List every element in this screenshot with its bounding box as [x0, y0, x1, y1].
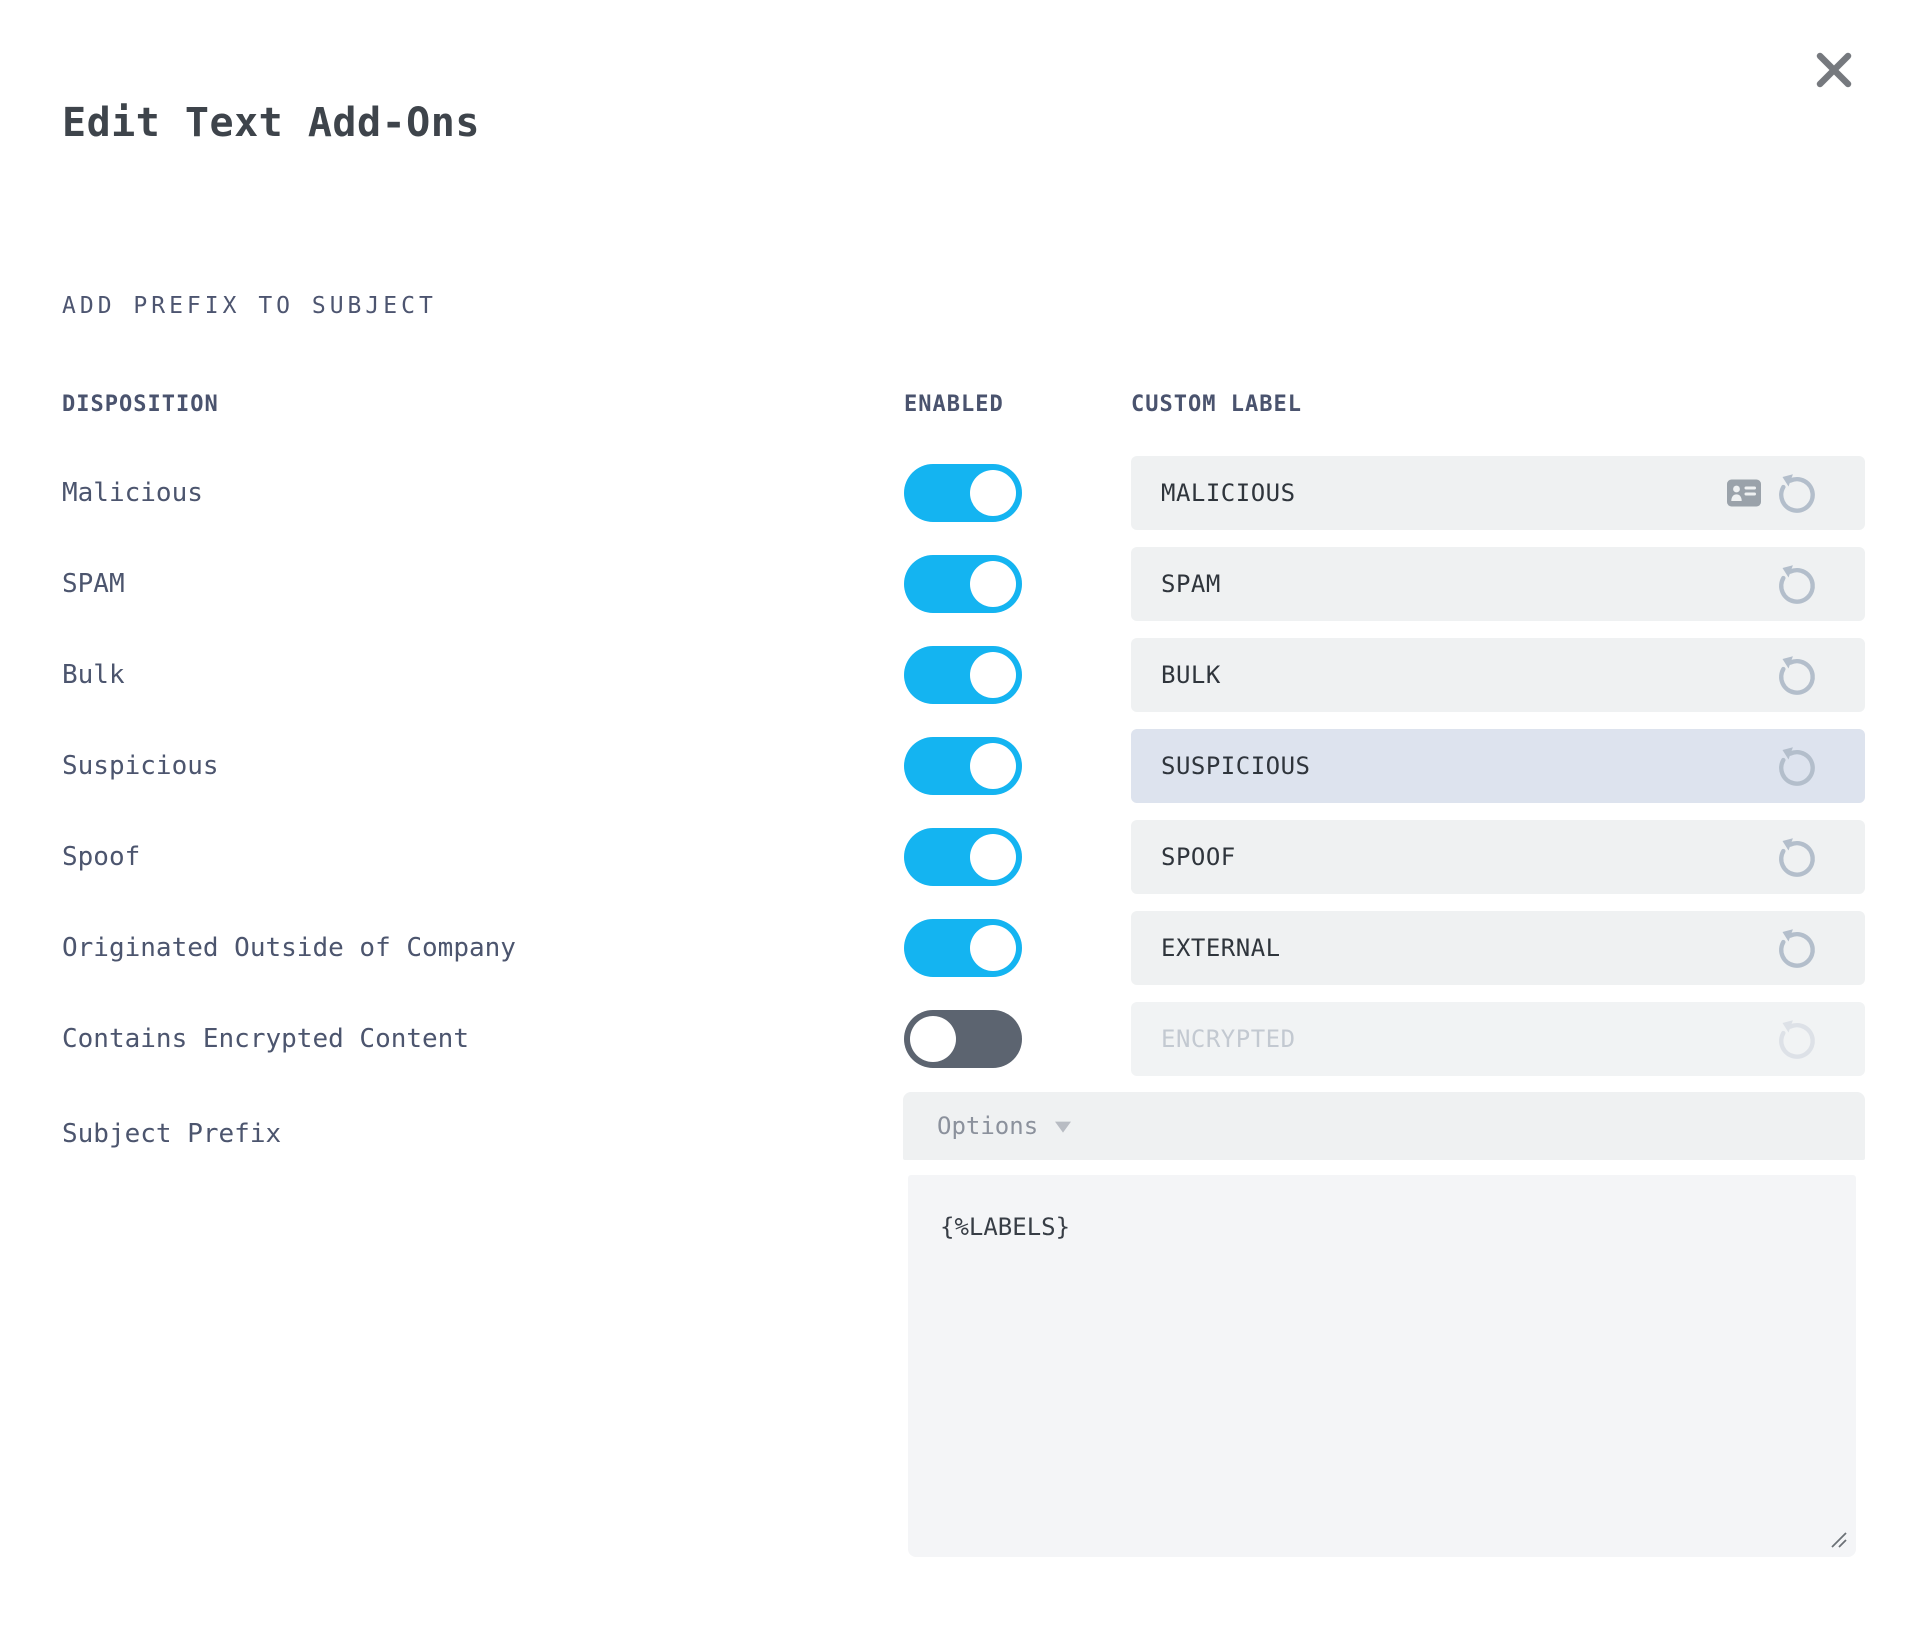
reset-icon	[1773, 652, 1819, 698]
toggle-knob	[970, 834, 1016, 880]
toggle-knob	[970, 925, 1016, 971]
id-card-icon	[1727, 479, 1761, 507]
chevron-down-icon	[1055, 1121, 1071, 1133]
reset-button-suspicious[interactable]	[1773, 743, 1819, 789]
column-header-custom-label: CUSTOM LABEL	[1131, 392, 1302, 417]
table-row: Spoof SPOOF	[0, 811, 1908, 903]
toggle-knob	[910, 1016, 956, 1062]
toggle-knob	[970, 561, 1016, 607]
disposition-label-suspicious: Suspicious	[62, 751, 219, 781]
reset-button-spam[interactable]	[1773, 561, 1819, 607]
custom-label-input-external[interactable]: EXTERNAL	[1131, 911, 1865, 985]
toggle-suspicious[interactable]	[904, 737, 1022, 795]
reset-icon	[1773, 834, 1819, 880]
subject-prefix-textarea[interactable]: {%LABELS}	[908, 1175, 1856, 1557]
subject-prefix-label: Subject Prefix	[62, 1119, 282, 1149]
disposition-label-spam: SPAM	[62, 569, 125, 599]
custom-label-input-spoof[interactable]: SPOOF	[1131, 820, 1865, 894]
reset-icon	[1773, 743, 1819, 789]
disposition-label-external: Originated Outside of Company	[62, 933, 516, 963]
toggle-knob	[970, 652, 1016, 698]
section-heading: ADD PREFIX TO SUBJECT	[62, 293, 437, 319]
custom-label-value: SPOOF	[1161, 843, 1236, 871]
disposition-label-malicious: Malicious	[62, 478, 203, 508]
custom-label-value: SUSPICIOUS	[1161, 752, 1311, 780]
options-dropdown[interactable]: Options	[903, 1092, 1865, 1160]
custom-label-value: ENCRYPTED	[1161, 1025, 1296, 1053]
column-header-enabled: ENABLED	[904, 392, 1004, 417]
toggle-knob	[970, 470, 1016, 516]
reset-icon	[1773, 561, 1819, 607]
custom-label-input-spam[interactable]: SPAM	[1131, 547, 1865, 621]
toggle-malicious[interactable]	[904, 464, 1022, 522]
resize-handle-icon[interactable]	[1829, 1530, 1849, 1550]
reset-icon	[1773, 1016, 1819, 1062]
reset-icon	[1773, 925, 1819, 971]
table-row: Originated Outside of Company EXTERNAL	[0, 902, 1908, 994]
custom-label-input-encrypted: ENCRYPTED	[1131, 1002, 1865, 1076]
reset-button-external[interactable]	[1773, 925, 1819, 971]
column-header-disposition: DISPOSITION	[62, 392, 219, 417]
toggle-spoof[interactable]	[904, 828, 1022, 886]
reset-icon	[1773, 470, 1819, 516]
reset-button-encrypted	[1773, 1016, 1819, 1062]
disposition-label-encrypted: Contains Encrypted Content	[62, 1024, 469, 1054]
disposition-label-bulk: Bulk	[62, 660, 125, 690]
custom-label-input-suspicious[interactable]: SUSPICIOUS	[1131, 729, 1865, 803]
disposition-label-spoof: Spoof	[62, 842, 141, 872]
table-row: Bulk BULK	[0, 629, 1908, 721]
subject-prefix-value: {%LABELS}	[940, 1213, 1071, 1241]
toggle-spam[interactable]	[904, 555, 1022, 613]
custom-label-value: EXTERNAL	[1161, 934, 1281, 962]
options-dropdown-label: Options	[937, 1112, 1039, 1140]
label-card-button[interactable]	[1727, 479, 1761, 507]
reset-button-malicious[interactable]	[1773, 470, 1819, 516]
dialog-title: Edit Text Add-Ons	[62, 100, 480, 146]
close-icon	[1816, 52, 1852, 88]
table-row: Malicious MALICIOUS	[0, 447, 1908, 539]
table-row: Suspicious SUSPICIOUS	[0, 720, 1908, 812]
table-row: Contains Encrypted Content ENCRYPTED	[0, 993, 1908, 1085]
reset-button-spoof[interactable]	[1773, 834, 1819, 880]
toggle-encrypted[interactable]	[904, 1010, 1022, 1068]
custom-label-input-malicious[interactable]: MALICIOUS	[1131, 456, 1865, 530]
custom-label-value: MALICIOUS	[1161, 479, 1296, 507]
close-button[interactable]	[1811, 47, 1857, 93]
reset-button-bulk[interactable]	[1773, 652, 1819, 698]
table-row: SPAM SPAM	[0, 538, 1908, 630]
toggle-external[interactable]	[904, 919, 1022, 977]
custom-label-input-bulk[interactable]: BULK	[1131, 638, 1865, 712]
toggle-knob	[970, 743, 1016, 789]
custom-label-value: SPAM	[1161, 570, 1221, 598]
toggle-bulk[interactable]	[904, 646, 1022, 704]
custom-label-value: BULK	[1161, 661, 1221, 689]
